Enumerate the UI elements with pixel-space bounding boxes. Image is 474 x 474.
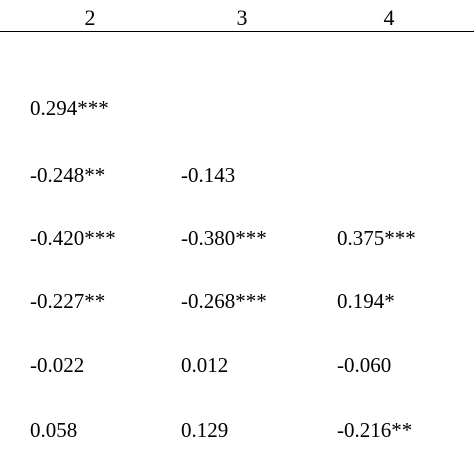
table-cell: 0.129 — [181, 418, 229, 442]
table-cell: -0.216** — [337, 418, 413, 442]
column-header-2: 2 — [84, 5, 96, 30]
table-cell: -0.380*** — [181, 226, 267, 250]
table-cell: -0.060 — [337, 353, 392, 377]
table-cell: 0.058 — [30, 418, 78, 442]
table-cell: -0.143 — [181, 163, 236, 187]
table-cell: -0.227** — [30, 289, 106, 313]
column-header-4: 4 — [383, 5, 395, 30]
table-cell: 0.194* — [337, 289, 395, 313]
table-cell: -0.022 — [30, 353, 85, 377]
table-cell: -0.420*** — [30, 226, 116, 250]
table-cell: -0.268*** — [181, 289, 267, 313]
header-rule — [0, 31, 474, 32]
table-cell: 0.012 — [181, 353, 229, 377]
table-cell: -0.248** — [30, 163, 106, 187]
table-cell: 0.375*** — [337, 226, 416, 250]
column-header-3: 3 — [236, 5, 248, 30]
table-cell: 0.294*** — [30, 96, 109, 120]
